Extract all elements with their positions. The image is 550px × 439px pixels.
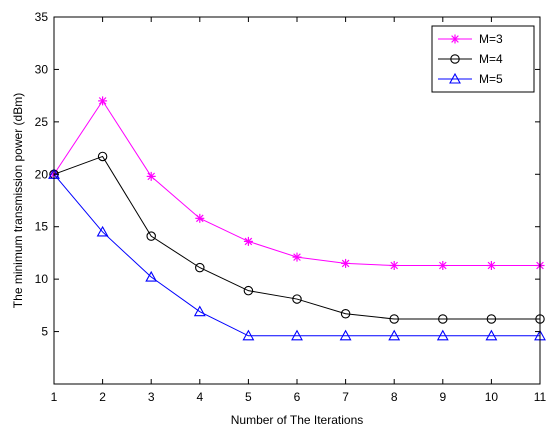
data-point	[389, 314, 399, 324]
data-point	[193, 305, 206, 317]
y-tick-label: 5	[41, 325, 48, 339]
x-tick-label: 5	[245, 390, 252, 404]
data-point	[96, 225, 109, 237]
data-point	[341, 258, 351, 268]
y-tick-label: 30	[35, 62, 49, 76]
data-point	[438, 314, 448, 324]
data-point	[146, 171, 156, 181]
series-line	[53, 155, 540, 320]
data-point	[98, 96, 108, 106]
data-point	[340, 308, 351, 319]
legend-entry: M=4	[438, 52, 503, 66]
x-tick-label: 4	[196, 390, 203, 404]
series-m5	[48, 168, 546, 341]
x-tick-label: 6	[294, 390, 301, 404]
y-axis-label: The minimum transmission power (dBm)	[11, 93, 25, 308]
data-point	[291, 329, 303, 341]
legend-label: M=5	[479, 72, 503, 86]
legend-marker	[449, 72, 461, 84]
x-tick-label: 2	[99, 390, 106, 404]
data-point	[486, 261, 496, 271]
legend-label: M=3	[479, 32, 503, 46]
data-point	[388, 329, 401, 341]
data-point	[97, 151, 108, 162]
x-tick-label: 9	[439, 390, 446, 404]
legend-marker	[450, 54, 460, 64]
data-point	[195, 262, 205, 273]
legend-entry: M=5	[438, 72, 503, 86]
x-tick-label: 11	[534, 390, 547, 404]
data-point	[436, 329, 449, 341]
x-tick-label: 10	[485, 390, 499, 404]
data-point	[243, 285, 254, 296]
y-tick-label: 10	[35, 272, 49, 286]
data-point	[438, 261, 448, 271]
legend-entry: M=3	[438, 32, 503, 46]
x-tick-label: 3	[148, 390, 155, 404]
data-point	[292, 294, 302, 304]
data-point	[292, 252, 302, 262]
legend-label: M=4	[479, 52, 503, 66]
data-point	[195, 213, 205, 223]
data-point	[485, 329, 498, 341]
y-tick-label: 15	[35, 220, 49, 234]
x-tick-label: 1	[51, 390, 58, 404]
data-point	[146, 231, 156, 241]
data-point	[486, 314, 497, 324]
x-axis-label: Number of The Iterations	[231, 413, 364, 427]
x-tick-label: 7	[342, 390, 349, 404]
data-point	[389, 261, 399, 271]
data-point	[145, 270, 158, 282]
y-tick-label: 35	[35, 10, 49, 24]
series-line	[53, 173, 540, 337]
data-point	[339, 329, 352, 341]
data-point	[242, 329, 255, 341]
data-point	[243, 236, 253, 246]
legend-marker	[450, 34, 460, 44]
y-tick-label: 20	[35, 167, 49, 181]
x-tick-label: 8	[391, 390, 398, 404]
y-tick-label: 25	[35, 115, 49, 129]
